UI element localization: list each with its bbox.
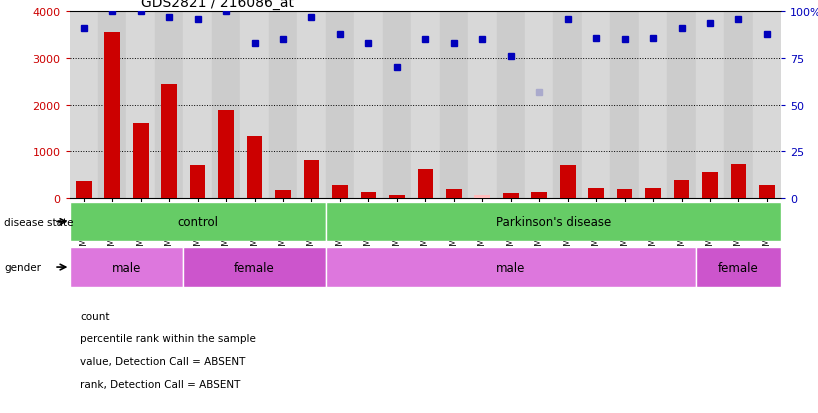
Bar bbox=[554, 12, 582, 198]
Bar bbox=[582, 12, 610, 198]
Text: male: male bbox=[496, 261, 525, 274]
Bar bbox=[411, 12, 439, 198]
Bar bbox=[212, 12, 240, 198]
Bar bbox=[303, 160, 319, 198]
Bar bbox=[155, 12, 183, 198]
Bar bbox=[610, 12, 639, 198]
Bar bbox=[183, 12, 212, 198]
Bar bbox=[70, 248, 183, 287]
Bar bbox=[275, 191, 291, 198]
Bar bbox=[269, 12, 297, 198]
Bar bbox=[76, 182, 92, 198]
Bar bbox=[645, 189, 661, 198]
Text: female: female bbox=[718, 261, 759, 274]
Bar bbox=[446, 190, 461, 198]
Bar bbox=[532, 192, 547, 198]
Bar bbox=[696, 248, 781, 287]
Bar bbox=[326, 248, 696, 287]
Bar bbox=[354, 12, 383, 198]
Bar bbox=[702, 172, 718, 198]
Text: GDS2821 / 216086_at: GDS2821 / 216086_at bbox=[141, 0, 294, 10]
Bar bbox=[667, 12, 696, 198]
Bar bbox=[297, 12, 326, 198]
Bar bbox=[70, 202, 326, 242]
Bar bbox=[332, 185, 348, 198]
Text: percentile rank within the sample: percentile rank within the sample bbox=[80, 334, 256, 344]
Text: male: male bbox=[112, 261, 142, 274]
Bar bbox=[759, 185, 775, 198]
Bar bbox=[383, 12, 411, 198]
Bar bbox=[326, 202, 781, 242]
Bar bbox=[753, 12, 781, 198]
Bar bbox=[161, 84, 177, 198]
Bar bbox=[617, 190, 632, 198]
Bar bbox=[127, 12, 155, 198]
Bar bbox=[730, 165, 746, 198]
Bar bbox=[133, 124, 149, 198]
Bar bbox=[468, 12, 497, 198]
Bar bbox=[525, 12, 554, 198]
Bar bbox=[503, 194, 519, 198]
Bar bbox=[474, 196, 490, 198]
Bar bbox=[361, 192, 376, 198]
Bar bbox=[674, 180, 690, 198]
Text: disease state: disease state bbox=[4, 217, 74, 227]
Bar bbox=[724, 12, 753, 198]
Bar bbox=[70, 12, 98, 198]
Text: female: female bbox=[234, 261, 275, 274]
Text: count: count bbox=[80, 311, 110, 321]
Bar bbox=[247, 136, 263, 198]
Text: control: control bbox=[178, 216, 218, 228]
Bar bbox=[588, 189, 604, 198]
Bar bbox=[183, 248, 326, 287]
Text: Parkinson's disease: Parkinson's disease bbox=[496, 216, 611, 228]
Bar bbox=[218, 111, 234, 198]
Text: rank, Detection Call = ABSENT: rank, Detection Call = ABSENT bbox=[80, 379, 240, 389]
Bar bbox=[389, 195, 405, 198]
Bar bbox=[326, 12, 354, 198]
Bar bbox=[240, 12, 269, 198]
Bar bbox=[696, 12, 724, 198]
Text: value, Detection Call = ABSENT: value, Detection Call = ABSENT bbox=[80, 356, 245, 366]
Text: gender: gender bbox=[4, 262, 41, 273]
Bar bbox=[639, 12, 667, 198]
Bar bbox=[497, 12, 525, 198]
Bar bbox=[439, 12, 468, 198]
Bar bbox=[190, 166, 205, 198]
Bar bbox=[417, 169, 434, 198]
Bar bbox=[560, 166, 576, 198]
Bar bbox=[105, 33, 120, 198]
Bar bbox=[98, 12, 127, 198]
